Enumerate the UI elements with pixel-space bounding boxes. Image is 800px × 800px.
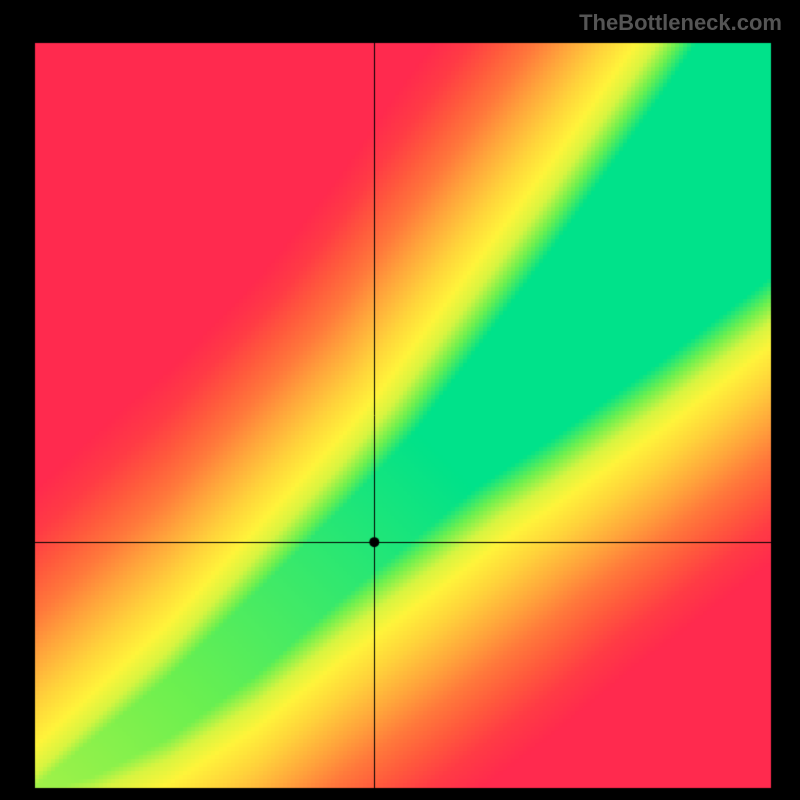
chart-container: TheBottleneck.com [0, 0, 800, 800]
watermark-text: TheBottleneck.com [579, 10, 782, 36]
bottleneck-heatmap [0, 0, 800, 800]
